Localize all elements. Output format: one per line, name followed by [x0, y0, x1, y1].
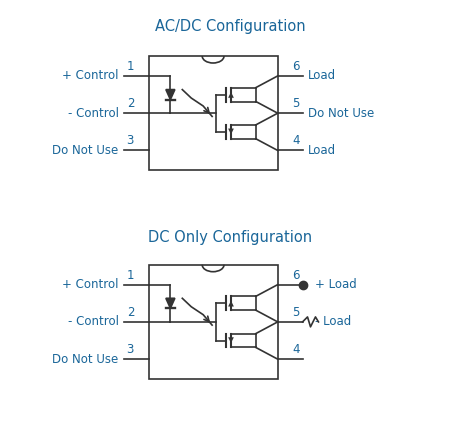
Text: 4: 4: [292, 343, 300, 356]
Text: 2: 2: [127, 306, 134, 319]
Text: Do Not Use: Do Not Use: [307, 107, 374, 120]
Polygon shape: [166, 90, 175, 99]
Text: Do Not Use: Do Not Use: [53, 144, 118, 157]
Text: 5: 5: [292, 97, 300, 110]
Text: AC/DC Configuration: AC/DC Configuration: [155, 19, 305, 34]
Polygon shape: [166, 298, 175, 308]
Text: 6: 6: [292, 60, 300, 73]
Bar: [148, 56, 278, 170]
Text: + Control: + Control: [62, 278, 118, 291]
Text: 1: 1: [127, 60, 134, 73]
Text: - Load: - Load: [315, 315, 352, 328]
Text: - Control: - Control: [68, 315, 118, 328]
Text: 3: 3: [127, 134, 134, 147]
Text: + Load: + Load: [315, 278, 357, 291]
Text: DC Only Configuration: DC Only Configuration: [148, 230, 312, 245]
Text: - Control: - Control: [68, 107, 118, 120]
Text: 1: 1: [127, 269, 134, 282]
Text: 4: 4: [292, 134, 300, 147]
Bar: [148, 265, 278, 379]
Text: Load: Load: [307, 144, 336, 157]
Text: Do Not Use: Do Not Use: [53, 353, 118, 366]
Text: + Control: + Control: [62, 69, 118, 82]
Text: 3: 3: [127, 343, 134, 356]
Text: Load: Load: [307, 69, 336, 82]
Text: 5: 5: [292, 306, 300, 319]
Text: 2: 2: [127, 97, 134, 110]
Text: 6: 6: [292, 269, 300, 282]
